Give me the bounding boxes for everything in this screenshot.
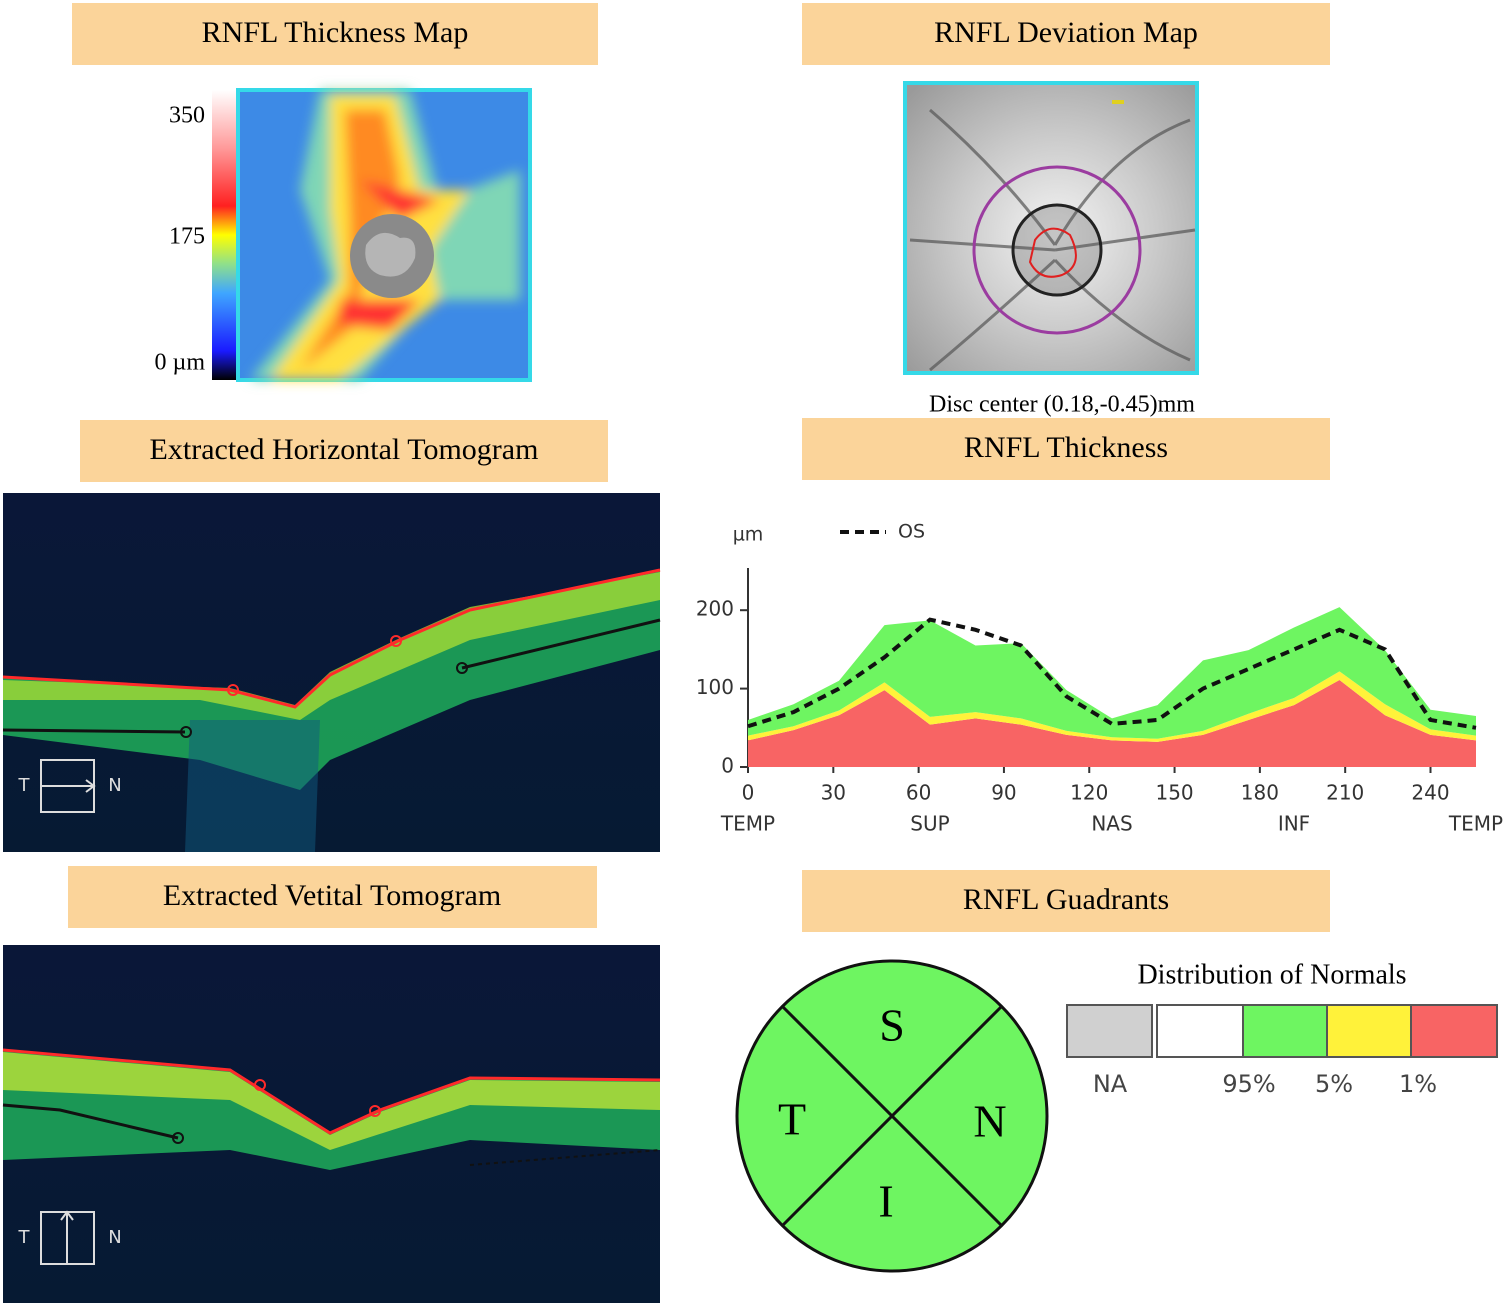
- x-tick-label: 120: [1070, 781, 1108, 805]
- normals-legend: [1066, 1004, 1498, 1058]
- header-box: [802, 870, 1330, 932]
- heat-map: [236, 88, 532, 382]
- legend-label: 1%: [1399, 1070, 1437, 1098]
- header-box: [68, 866, 597, 928]
- direction-label: INF: [1278, 812, 1310, 836]
- scale-label: 175: [169, 224, 205, 250]
- legend-label: NA: [1093, 1070, 1128, 1098]
- x-tick-label: 150: [1155, 781, 1193, 805]
- y-tick-label: 200: [696, 597, 734, 621]
- tomogram: [2, 493, 661, 852]
- quadrant-label: T: [778, 1094, 806, 1145]
- x-tick-label: 90: [991, 781, 1016, 805]
- direction-label: T: [18, 775, 31, 796]
- quadrant-label: N: [973, 1096, 1006, 1147]
- y-tick-label: 0: [721, 754, 734, 778]
- direction-label: N: [108, 1227, 121, 1248]
- fundus-image: [903, 81, 1199, 375]
- panel-title: RNFL Thickness Map: [202, 16, 469, 49]
- area: [748, 679, 1476, 767]
- quadrant-chart: [735, 959, 1049, 1273]
- legend-label: OS: [898, 521, 925, 543]
- x-tick-label: 60: [906, 781, 931, 805]
- quadrant-label: I: [878, 1176, 893, 1227]
- caption: Disc center (0.18,-0.45)mm: [929, 392, 1195, 418]
- header-box: [802, 3, 1330, 65]
- header-box: [72, 3, 598, 65]
- legend-label: 95%: [1222, 1070, 1275, 1098]
- thickness-chart: 0 100 200 0 30 60 90 120 150 180 210 240 TEMP SUP NAS I…: [696, 521, 1503, 836]
- y-axis-label: µm: [733, 524, 764, 546]
- header-box: [80, 420, 608, 482]
- direction-label: NAS: [1091, 812, 1132, 836]
- legend-title: Distribution of Normals: [1137, 959, 1406, 990]
- panel-title: Extracted Horizontal Tomogram: [150, 433, 539, 466]
- direction-label: TEMP: [720, 812, 775, 836]
- panel-title: RNFL Guadrants: [963, 883, 1169, 916]
- scale-label: 0 µm: [155, 350, 206, 376]
- area: [748, 671, 1476, 742]
- direction-label: TEMP: [1448, 812, 1503, 836]
- direction-label: SUP: [910, 812, 949, 836]
- quadrant-label: S: [879, 1000, 905, 1051]
- panel-title: RNFL Deviation Map: [934, 16, 1198, 49]
- panel-title: Extracted Vetital Tomogram: [163, 879, 501, 912]
- chart-title: RNFL Thickness: [964, 431, 1168, 464]
- header-box: [802, 418, 1330, 480]
- area: [748, 607, 1476, 739]
- legend-label: 5%: [1315, 1070, 1353, 1098]
- scale-label: 350: [169, 103, 205, 129]
- x-tick-label: 30: [821, 781, 846, 805]
- line: [747, 617, 1477, 730]
- x-tick-label: 210: [1326, 781, 1364, 805]
- color-bar: [212, 90, 238, 380]
- x-tick-label: 180: [1241, 781, 1279, 805]
- x-tick-label: 240: [1411, 781, 1449, 805]
- direction-label: T: [18, 1227, 31, 1248]
- direction-label: N: [108, 775, 121, 796]
- tomogram: [2, 945, 661, 1303]
- y-tick-label: 100: [696, 675, 734, 699]
- x-tick-label: 0: [742, 781, 755, 805]
